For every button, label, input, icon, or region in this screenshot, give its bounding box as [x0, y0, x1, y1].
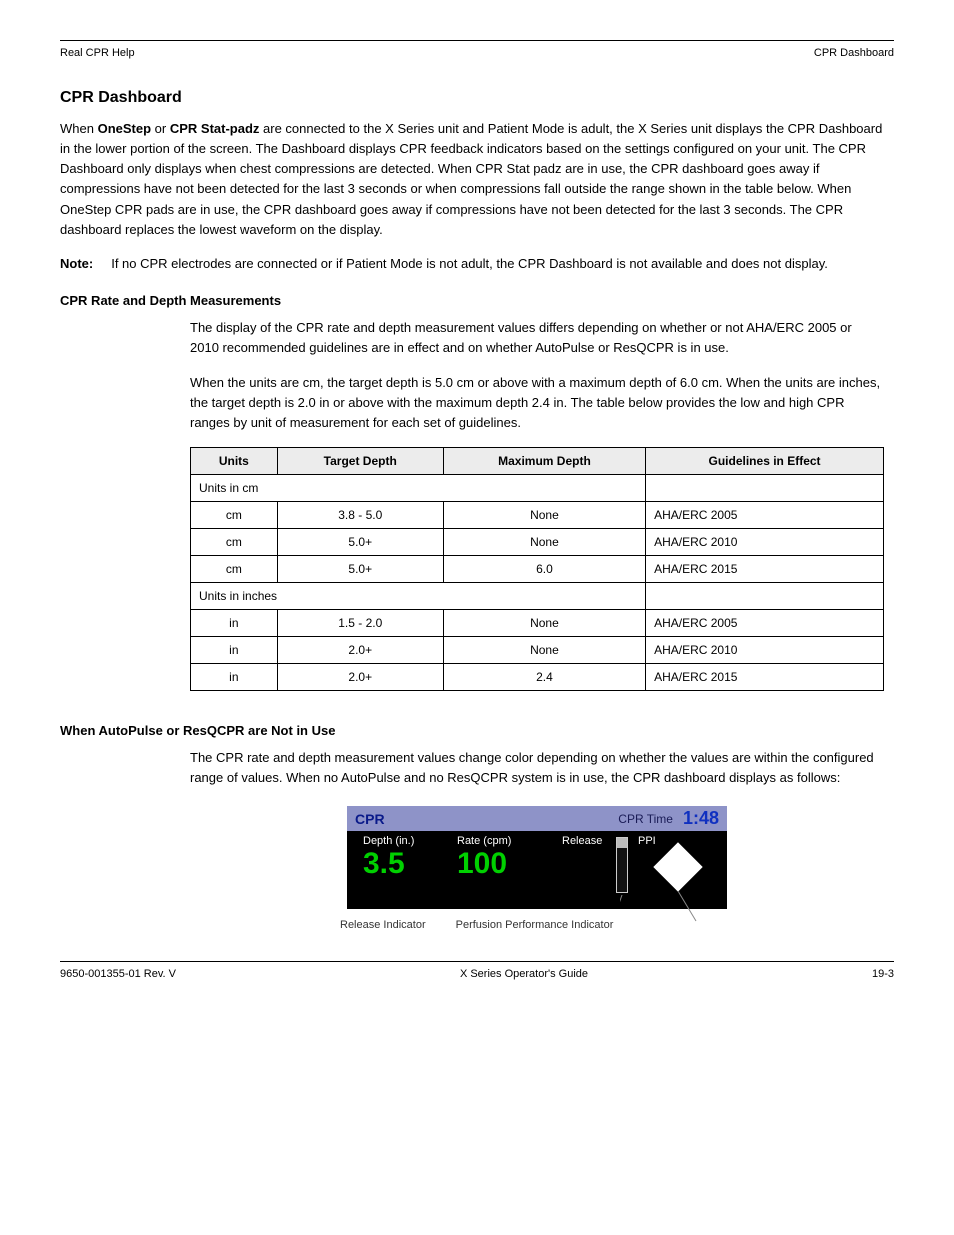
- page-footer: 9650-001355-01 Rev. V X Series Operator'…: [60, 968, 894, 980]
- note-label: Note:: [60, 254, 93, 274]
- cell: cm: [191, 529, 278, 556]
- cell: in: [191, 610, 278, 637]
- header-right: CPR Dashboard: [814, 47, 894, 59]
- cell: 3.8 - 5.0: [277, 502, 443, 529]
- table-row: cm 5.0+ None AHA/ERC 2010: [191, 529, 884, 556]
- span-in-right: [646, 583, 884, 610]
- t: CPR Stat-padz: [170, 121, 260, 136]
- table-row: in 1.5 - 2.0 None AHA/ERC 2005: [191, 610, 884, 637]
- cell: 2.0+: [277, 637, 443, 664]
- release-column: Release: [562, 835, 634, 849]
- cell: None: [443, 502, 645, 529]
- cpr-time-label: CPR Time: [618, 812, 673, 826]
- footer-rule: [60, 961, 894, 962]
- cell: AHA/ERC 2010: [646, 637, 884, 664]
- cell: in: [191, 637, 278, 664]
- span-cm-right: [646, 475, 884, 502]
- cell: 2.0+: [277, 664, 443, 691]
- cell: AHA/ERC 2010: [646, 529, 884, 556]
- rate-value: 100: [457, 849, 507, 879]
- ppi-column: PPI: [634, 835, 717, 849]
- cell: AHA/ERC 2015: [646, 556, 884, 583]
- depth-value: 3.5: [363, 849, 405, 879]
- depth-label: Depth (in.): [363, 835, 414, 847]
- release-bar-icon: [616, 837, 628, 893]
- cpr-dashboard-figure: CPR CPR Time 1:48 Depth (in.) 3.5 Rate (…: [347, 806, 727, 909]
- t: or: [151, 121, 170, 136]
- table-row: in 2.0+ 2.4 AHA/ERC 2015: [191, 664, 884, 691]
- header-rule: [60, 40, 894, 41]
- table-row: in 2.0+ None AHA/ERC 2010: [191, 637, 884, 664]
- rate-label: Rate (cpm): [457, 835, 511, 847]
- cell: 2.4: [443, 664, 645, 691]
- span-units-cm: Units in cm: [191, 475, 646, 502]
- footer-center: X Series Operator's Guide: [460, 968, 588, 980]
- dashboard-header: CPR CPR Time 1:48: [347, 806, 727, 831]
- cell: 5.0+: [277, 556, 443, 583]
- cell: 6.0: [443, 556, 645, 583]
- ppi-diamond-icon: [652, 841, 704, 898]
- cell: None: [443, 610, 645, 637]
- cell: None: [443, 637, 645, 664]
- table-row: cm 5.0+ 6.0 AHA/ERC 2015: [191, 556, 884, 583]
- rate-depth-p1: The display of the CPR rate and depth me…: [190, 318, 884, 358]
- t: When: [60, 121, 98, 136]
- cell: cm: [191, 556, 278, 583]
- cell: 1.5 - 2.0: [277, 610, 443, 637]
- table-row: cm 3.8 - 5.0 None AHA/ERC 2005: [191, 502, 884, 529]
- dashboard-body: Depth (in.) 3.5 Rate (cpm) 100 Release: [347, 831, 727, 909]
- t: are connected to the X Series unit and P…: [60, 121, 882, 237]
- th-guide: Guidelines in Effect: [646, 448, 884, 475]
- cell: None: [443, 529, 645, 556]
- footer-right: 19-3: [872, 968, 894, 980]
- note-row: Note: If no CPR electrodes are connected…: [60, 254, 894, 274]
- callout-line: [620, 895, 640, 930]
- note-text: If no CPR electrodes are connected or if…: [111, 254, 828, 274]
- header-left: Real CPR Help: [60, 47, 135, 59]
- depth-column: Depth (in.) 3.5: [357, 835, 457, 879]
- t: OneStep: [98, 121, 151, 136]
- cell: cm: [191, 502, 278, 529]
- span-units-in: Units in inches: [191, 583, 646, 610]
- callout-labels-row: Release Indicator Perfusion Performance …: [190, 919, 884, 931]
- dashboard-title: CPR: [355, 811, 618, 827]
- cell: AHA/ERC 2015: [646, 664, 884, 691]
- release-label: Release: [562, 835, 602, 847]
- subsection-title-no-autopulse: When AutoPulse or ResQCPR are Not in Use: [60, 723, 894, 738]
- no-autopulse-p1: The CPR rate and depth measurement value…: [190, 748, 884, 788]
- cell: AHA/ERC 2005: [646, 502, 884, 529]
- cell: AHA/ERC 2005: [646, 610, 884, 637]
- th-target: Target Depth: [277, 448, 443, 475]
- subsection-title-rate-depth: CPR Rate and Depth Measurements: [60, 293, 894, 308]
- cpr-time-value: 1:48: [683, 808, 719, 829]
- cell: 5.0+: [277, 529, 443, 556]
- depth-ranges-table: Units Target Depth Maximum Depth Guideli…: [190, 447, 884, 691]
- footer-left: 9650-001355-01 Rev. V: [60, 968, 176, 980]
- th-units: Units: [191, 448, 278, 475]
- page-header: Real CPR Help CPR Dashboard: [60, 47, 894, 59]
- callout-release-label: Release Indicator: [340, 919, 426, 931]
- rate-column: Rate (cpm) 100: [457, 835, 562, 879]
- rate-depth-p2: When the units are cm, the target depth …: [190, 373, 884, 433]
- release-bar-fill: [617, 838, 627, 848]
- callout-ppi-label: Perfusion Performance Indicator: [456, 919, 614, 931]
- cell: in: [191, 664, 278, 691]
- section-title-cpr-dashboard: CPR Dashboard: [60, 89, 894, 107]
- callout-line: [678, 891, 708, 930]
- th-max: Maximum Depth: [443, 448, 645, 475]
- intro-paragraph: When OneStep or CPR Stat-padz are connec…: [60, 119, 894, 240]
